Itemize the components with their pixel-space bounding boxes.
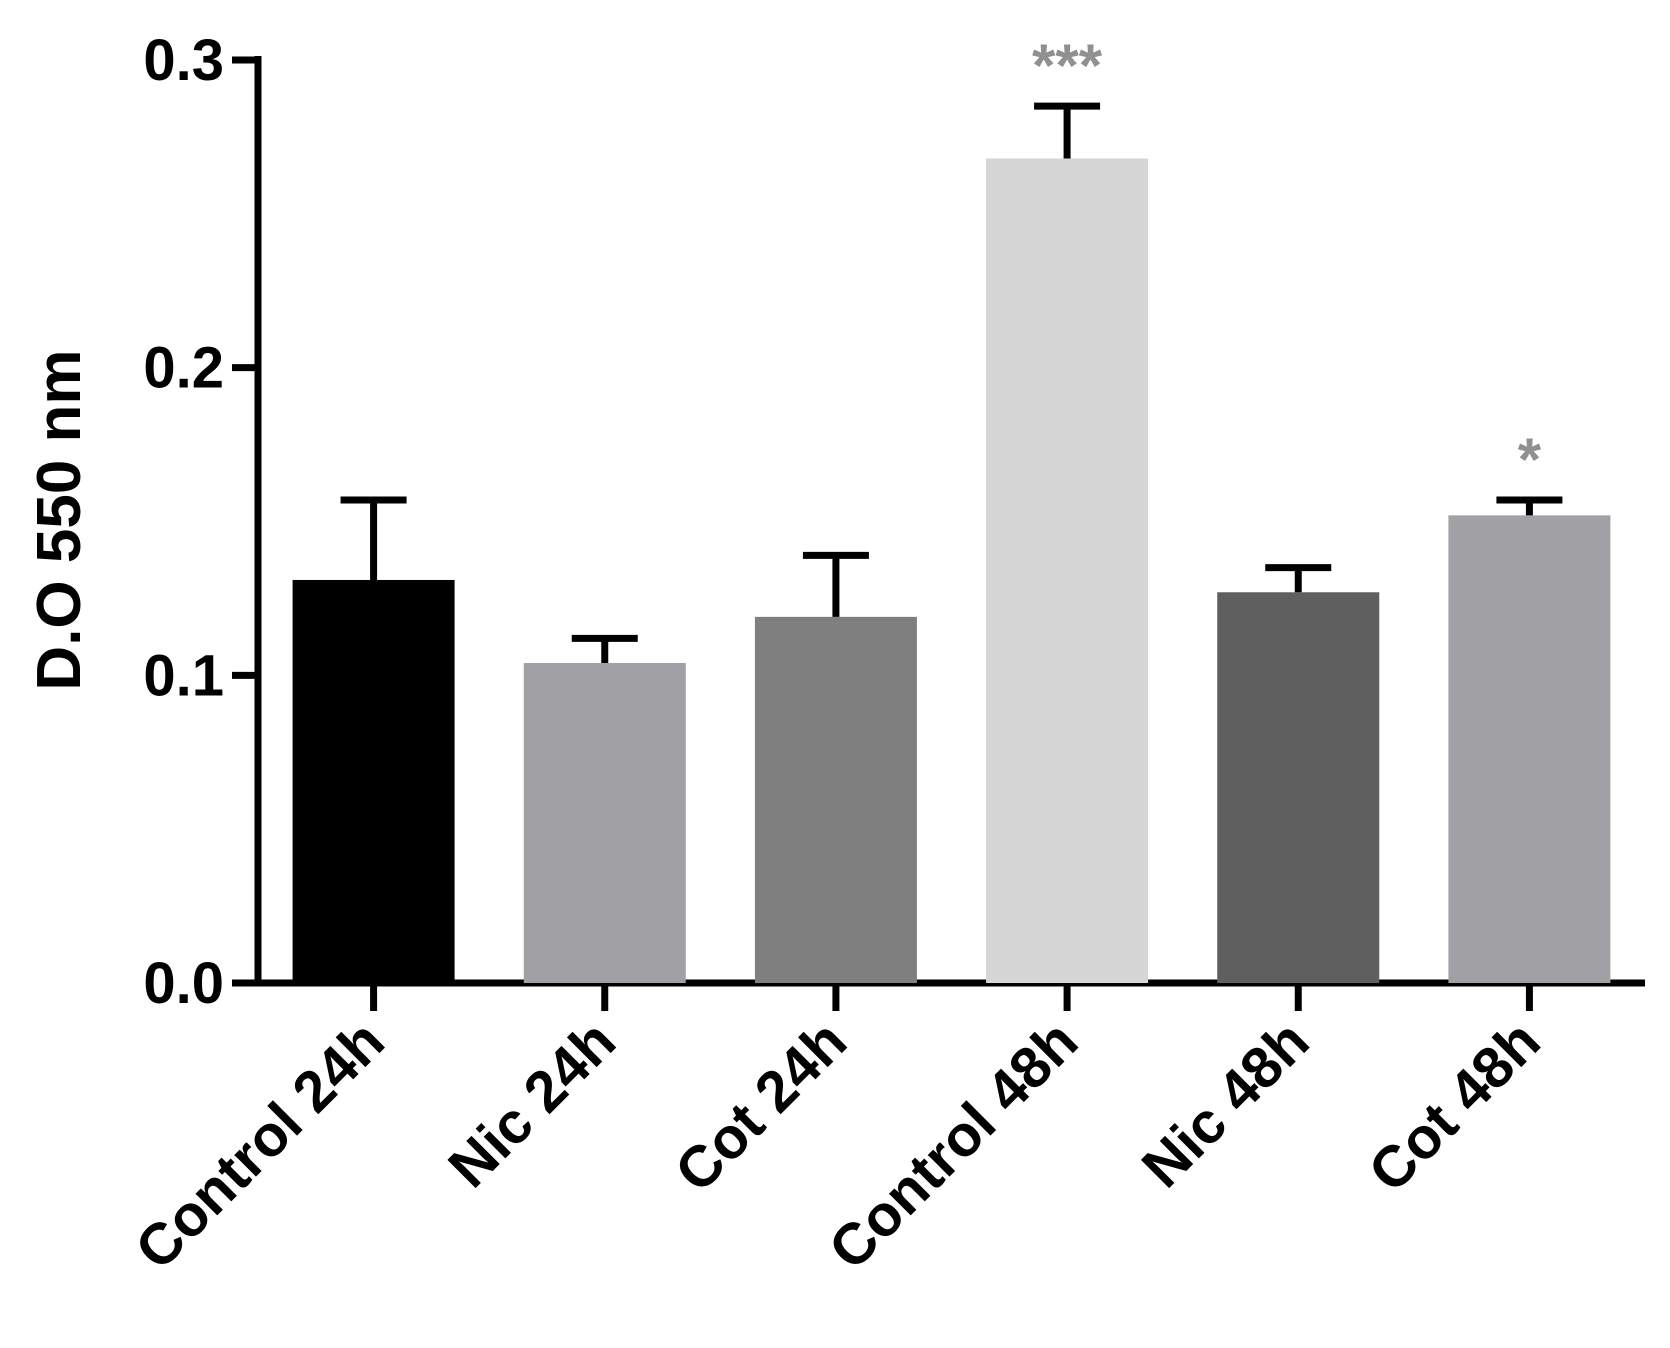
bar	[523, 663, 686, 983]
y-tick-label: 0.1	[143, 643, 224, 708]
y-tick-label: 0.2	[143, 336, 224, 401]
x-category-label: Cot 48h	[1356, 1008, 1552, 1204]
bar	[754, 616, 917, 983]
chart-significance-markers: ****	[1032, 32, 1542, 493]
x-category-label: Nic 24h	[436, 1008, 628, 1200]
x-category-label: Cot 24h	[663, 1008, 859, 1204]
significance-label: ***	[1032, 32, 1103, 99]
y-axis-title: D.O 550 nm	[25, 349, 94, 690]
bar	[986, 158, 1149, 983]
bar	[292, 579, 455, 983]
bar	[1448, 515, 1611, 983]
chart-error-bars	[340, 102, 1563, 664]
chart-bars	[292, 158, 1611, 983]
x-category-label: Nic 48h	[1130, 1008, 1322, 1200]
y-tick-label: 0.3	[143, 28, 224, 93]
y-tick-label: 0.0	[143, 951, 224, 1016]
x-category-label: Control 24h	[123, 1008, 397, 1282]
x-category-label: Control 48h	[816, 1008, 1090, 1282]
significance-label: *	[1518, 426, 1542, 493]
chart-axes	[254, 56, 1645, 987]
y-axis-ticks: 0.0 0.1 0.2 0.3	[143, 28, 258, 1016]
bar	[1217, 592, 1380, 983]
